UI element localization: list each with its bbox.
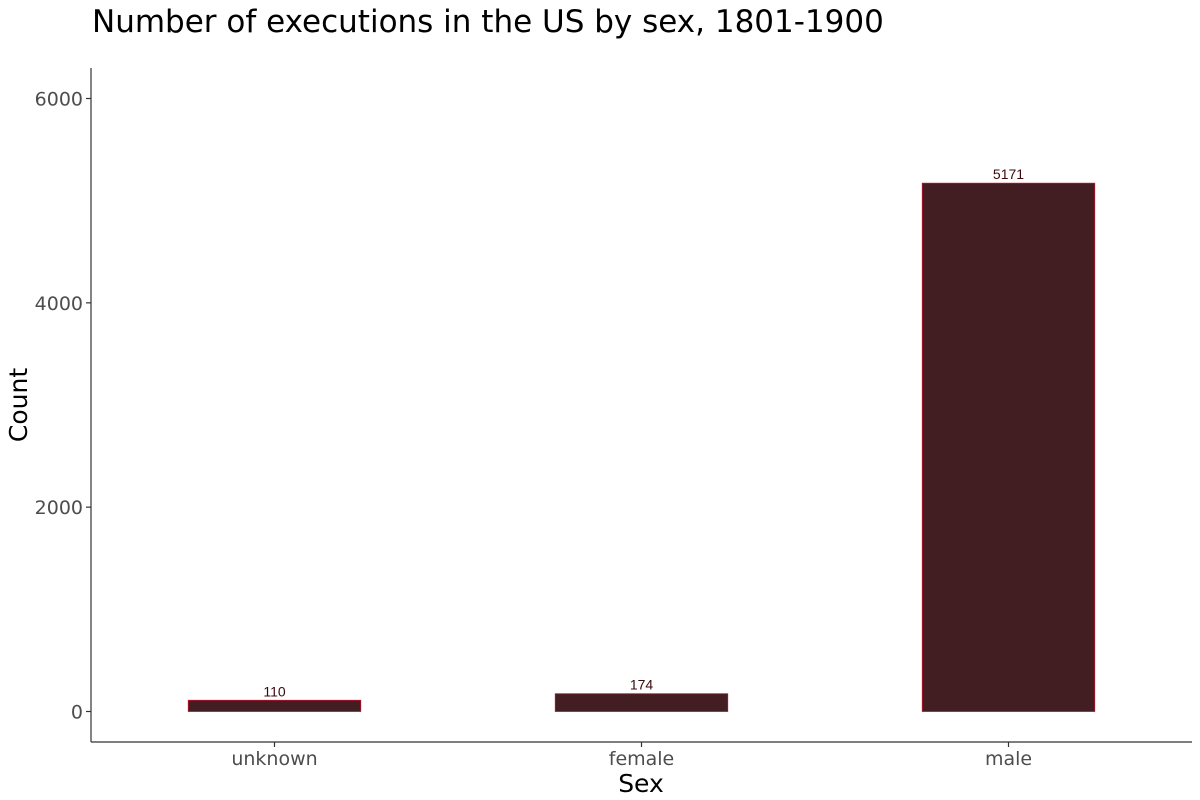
- y-tick-label-6000: 6000: [35, 89, 83, 111]
- x-tick-label-unknown: unknown: [231, 748, 317, 770]
- bar-value-label-unknown: 110: [263, 683, 286, 699]
- plot-area: 110 174 5171 0 2000 4000 6000 unknown female ma…: [35, 68, 1192, 770]
- x-tick-label-male: male: [985, 748, 1032, 770]
- y-axis-title: Count: [4, 368, 33, 442]
- bar-female: [554, 693, 729, 712]
- y-tick-label-4000: 4000: [35, 293, 83, 315]
- bar-unknown: [187, 699, 362, 712]
- bar-male: [921, 182, 1096, 712]
- bars-group: [187, 182, 1096, 712]
- x-ticks-group: unknown female male: [231, 742, 1032, 770]
- x-tick-label-female: female: [609, 748, 675, 770]
- y-tick-label-0: 0: [71, 702, 83, 724]
- bar-labels-group: 110 174 5171: [263, 166, 1024, 699]
- bar-value-label-male: 5171: [993, 166, 1024, 182]
- y-tick-label-2000: 2000: [35, 497, 83, 519]
- bar-value-label-female: 174: [630, 677, 654, 693]
- x-axis-title: Sex: [618, 769, 664, 798]
- chart-title: Number of executions in the US by sex, 1…: [92, 4, 884, 40]
- y-ticks-group: 0 2000 4000 6000: [35, 89, 91, 724]
